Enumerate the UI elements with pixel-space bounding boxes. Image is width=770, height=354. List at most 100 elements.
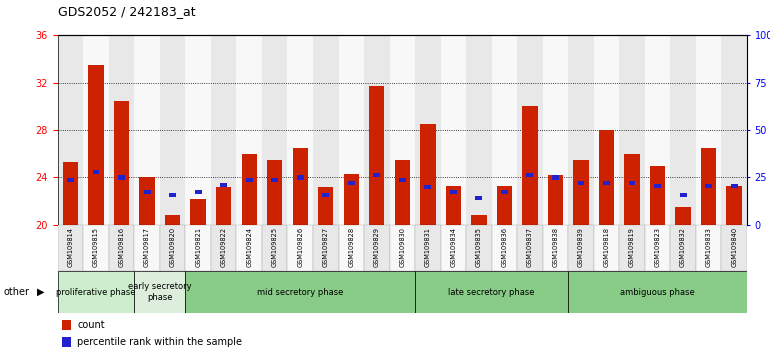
Bar — [420, 124, 436, 225]
Bar — [348, 181, 355, 185]
Bar — [242, 154, 257, 225]
Bar — [323, 193, 330, 197]
Text: GSM109831: GSM109831 — [425, 227, 431, 267]
Bar — [466, 225, 492, 271]
Bar — [364, 225, 390, 271]
Bar — [58, 271, 134, 313]
Bar — [475, 195, 482, 200]
Bar — [415, 35, 440, 225]
Bar — [522, 107, 537, 225]
Text: GSM109824: GSM109824 — [246, 227, 253, 267]
Bar — [62, 320, 71, 330]
Bar — [246, 178, 253, 182]
Bar — [517, 35, 543, 225]
Text: GSM109834: GSM109834 — [450, 227, 457, 267]
Bar — [293, 148, 308, 225]
Bar — [440, 35, 466, 225]
Bar — [139, 177, 155, 225]
Bar — [236, 225, 262, 271]
Text: GSM109833: GSM109833 — [705, 227, 711, 267]
Text: GSM109823: GSM109823 — [654, 227, 661, 267]
Text: GSM109821: GSM109821 — [195, 227, 201, 267]
Bar — [373, 173, 380, 177]
Bar — [603, 181, 610, 185]
Bar — [89, 65, 104, 225]
Text: GSM109825: GSM109825 — [272, 227, 278, 267]
Bar — [624, 154, 640, 225]
Bar — [267, 160, 283, 225]
Bar — [492, 225, 517, 271]
Text: GSM109840: GSM109840 — [732, 227, 737, 267]
Text: GSM109817: GSM109817 — [144, 227, 150, 267]
Bar — [134, 225, 160, 271]
Bar — [313, 225, 339, 271]
Text: late secretory phase: late secretory phase — [448, 287, 535, 297]
Bar — [169, 193, 176, 197]
Bar — [721, 225, 747, 271]
Text: early secretory
phase: early secretory phase — [128, 282, 192, 302]
Bar — [440, 225, 466, 271]
Bar — [701, 148, 716, 225]
Bar — [144, 190, 150, 194]
Bar — [343, 174, 359, 225]
Bar — [160, 35, 186, 225]
Bar — [696, 225, 721, 271]
Bar — [58, 225, 83, 271]
Bar — [287, 225, 313, 271]
Bar — [574, 160, 588, 225]
Bar — [543, 35, 568, 225]
Bar — [109, 225, 134, 271]
Bar — [466, 35, 492, 225]
Bar — [63, 162, 79, 225]
Bar — [364, 35, 390, 225]
Bar — [696, 35, 721, 225]
Bar — [395, 160, 410, 225]
Bar — [186, 225, 211, 271]
Text: other: other — [4, 287, 30, 297]
Bar — [578, 181, 584, 185]
Bar — [271, 178, 278, 182]
Bar — [726, 186, 742, 225]
Text: GSM109837: GSM109837 — [527, 227, 533, 267]
Bar — [339, 225, 364, 271]
Bar — [619, 35, 644, 225]
Bar — [83, 35, 109, 225]
Text: GSM109836: GSM109836 — [501, 227, 507, 267]
Text: GSM109839: GSM109839 — [578, 227, 584, 267]
Text: ambiguous phase: ambiguous phase — [620, 287, 695, 297]
Bar — [109, 35, 134, 225]
Bar — [83, 225, 109, 271]
Bar — [67, 178, 74, 182]
Text: GSM109835: GSM109835 — [476, 227, 482, 267]
Bar — [415, 271, 568, 313]
Bar — [186, 35, 211, 225]
Text: GSM109832: GSM109832 — [680, 227, 686, 267]
Bar — [58, 35, 83, 225]
Bar — [599, 130, 614, 225]
Text: GSM109838: GSM109838 — [552, 227, 558, 267]
Bar — [195, 190, 202, 194]
Bar — [190, 199, 206, 225]
Bar — [731, 184, 738, 188]
Text: GSM109830: GSM109830 — [400, 227, 405, 267]
Bar — [492, 35, 517, 225]
Bar — [220, 183, 227, 187]
Bar — [471, 215, 487, 225]
Bar — [296, 176, 303, 179]
Bar — [262, 35, 287, 225]
Bar — [568, 35, 594, 225]
Text: GSM109815: GSM109815 — [93, 227, 99, 267]
Text: GSM109816: GSM109816 — [119, 227, 125, 267]
Text: GSM109822: GSM109822 — [221, 227, 226, 267]
Bar — [92, 170, 99, 174]
Bar — [705, 184, 712, 188]
Bar — [594, 35, 619, 225]
Bar — [568, 271, 747, 313]
Bar — [644, 35, 671, 225]
Bar — [211, 35, 236, 225]
Bar — [527, 173, 534, 177]
Text: mid secretory phase: mid secretory phase — [257, 287, 343, 297]
Bar — [543, 225, 568, 271]
Bar — [619, 225, 644, 271]
Bar — [517, 225, 543, 271]
